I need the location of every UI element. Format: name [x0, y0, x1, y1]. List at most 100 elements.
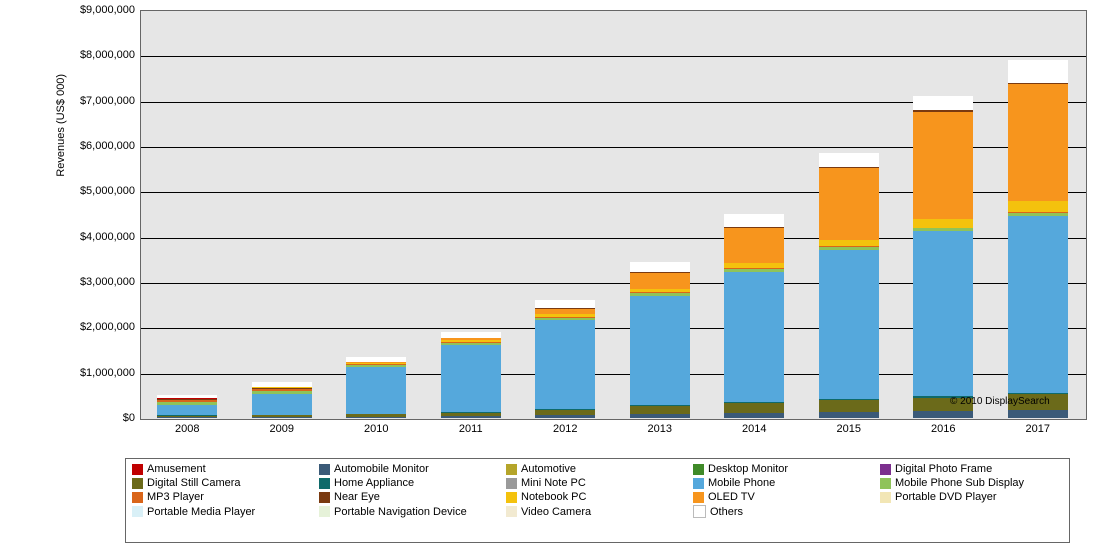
seg-automobile-monitor — [157, 417, 217, 418]
bars-layer — [140, 10, 1085, 418]
legend-label: Automobile Monitor — [334, 463, 429, 475]
seg-digital-still-camera — [630, 406, 690, 414]
seg-mobile-phone — [535, 320, 595, 408]
ytick-label: $5,000,000 — [55, 185, 135, 197]
legend-item-automotive: Automotive — [506, 463, 689, 475]
seg-others — [724, 214, 784, 227]
legend-label: OLED TV — [708, 491, 755, 503]
xtick-label: 2016 — [931, 423, 955, 435]
legend-label: Digital Still Camera — [147, 477, 241, 489]
ytick-label: $1,000,000 — [55, 367, 135, 379]
legend-label: Others — [710, 506, 743, 518]
legend-item-others: Others — [693, 505, 876, 518]
seg-automobile-monitor — [252, 417, 312, 418]
legend-item-mp3-player: MP3 Player — [132, 491, 315, 503]
seg-oled-tv — [724, 228, 784, 263]
seg-mobile-phone — [630, 296, 690, 406]
seg-others — [913, 96, 973, 110]
xtick-label: 2013 — [648, 423, 672, 435]
legend-swatch — [132, 464, 143, 475]
seg-others — [535, 300, 595, 308]
xtick-label: 2010 — [364, 423, 388, 435]
seg-notebook-pc — [1008, 201, 1068, 213]
chart-area: Revenues (US$ 000) $0$1,000,000$2,000,00… — [50, 5, 1090, 450]
legend-label: Mobile Phone Sub Display — [895, 477, 1024, 489]
seg-oled-tv — [819, 168, 879, 240]
legend-swatch — [506, 506, 517, 517]
xtick-label: 2008 — [175, 423, 199, 435]
legend-label: Notebook PC — [521, 491, 586, 503]
legend-item-notebook-pc: Notebook PC — [506, 491, 689, 503]
seg-automobile-monitor — [535, 415, 595, 418]
legend-label: Automotive — [521, 463, 576, 475]
seg-automobile-monitor — [1008, 410, 1068, 418]
xtick-label: 2012 — [553, 423, 577, 435]
xtick-label: 2017 — [1026, 423, 1050, 435]
legend-swatch — [693, 464, 704, 475]
bar-2015 — [819, 153, 879, 418]
legend-item-digital-photo-frame: Digital Photo Frame — [880, 463, 1063, 475]
legend-swatch — [880, 464, 891, 475]
xtick-label: 2011 — [459, 423, 483, 435]
legend-label: Portable Navigation Device — [334, 506, 467, 518]
legend-swatch — [693, 505, 706, 518]
chart-container: Revenues (US$ 000) $0$1,000,000$2,000,00… — [0, 0, 1099, 550]
legend-item-mobile-phone: Mobile Phone — [693, 477, 876, 489]
legend-item-automobile-monitor: Automobile Monitor — [319, 463, 502, 475]
legend-item-portable-media-player: Portable Media Player — [132, 505, 315, 518]
legend-swatch — [132, 506, 143, 517]
legend-swatch — [132, 478, 143, 489]
legend-label: MP3 Player — [147, 491, 204, 503]
seg-mobile-phone — [1008, 216, 1068, 393]
legend-label: Portable Media Player — [147, 506, 255, 518]
bar-2009 — [252, 382, 312, 418]
seg-mobile-phone — [252, 394, 312, 415]
ytick-label: $8,000,000 — [55, 49, 135, 61]
legend-item-digital-still-camera: Digital Still Camera — [132, 477, 315, 489]
legend-item-desktop-monitor: Desktop Monitor — [693, 463, 876, 475]
legend-swatch — [880, 492, 891, 503]
seg-automobile-monitor — [441, 416, 501, 418]
legend-label: Portable DVD Player — [895, 491, 997, 503]
seg-automobile-monitor — [913, 411, 973, 418]
seg-automobile-monitor — [819, 412, 879, 418]
seg-oled-tv — [630, 273, 690, 289]
legend-item-portable-dvd-player: Portable DVD Player — [880, 491, 1063, 503]
y-axis-label: Revenues (US$ 000) — [55, 73, 67, 176]
ytick-label: $4,000,000 — [55, 231, 135, 243]
ytick-label: $2,000,000 — [55, 321, 135, 333]
bar-2014 — [724, 214, 784, 418]
legend-label: Digital Photo Frame — [895, 463, 992, 475]
legend-swatch — [693, 492, 704, 503]
legend-swatch — [506, 492, 517, 503]
bar-2008 — [157, 395, 217, 418]
bar-2012 — [535, 300, 595, 418]
legend-swatch — [319, 492, 330, 503]
legend-item-mini-note-pc: Mini Note PC — [506, 477, 689, 489]
legend-swatch — [506, 464, 517, 475]
legend-item-mobile-phone-sub-display: Mobile Phone Sub Display — [880, 477, 1063, 489]
seg-others — [630, 262, 690, 272]
seg-others — [1008, 60, 1068, 83]
ytick-label: $7,000,000 — [55, 95, 135, 107]
xtick-label: 2014 — [742, 423, 766, 435]
legend-swatch — [319, 506, 330, 517]
seg-mobile-phone — [346, 367, 406, 413]
ytick-label: $6,000,000 — [55, 140, 135, 152]
legend-item-home-appliance: Home Appliance — [319, 477, 502, 489]
legend-label: Desktop Monitor — [708, 463, 788, 475]
legend-label: Amusement — [147, 463, 206, 475]
bar-2016 — [913, 96, 973, 418]
legend: Amusement Automobile Monitor Automotive Des… — [125, 458, 1070, 543]
seg-mobile-phone — [157, 405, 217, 415]
xtick-label: 2015 — [837, 423, 861, 435]
ytick-label: $3,000,000 — [55, 276, 135, 288]
legend-swatch — [132, 492, 143, 503]
seg-oled-tv — [1008, 84, 1068, 201]
legend-swatch — [319, 478, 330, 489]
xtick-label: 2009 — [270, 423, 294, 435]
legend-label: Mini Note PC — [521, 477, 586, 489]
seg-automobile-monitor — [724, 413, 784, 418]
seg-mobile-phone — [724, 272, 784, 403]
bar-2017 — [1008, 60, 1068, 418]
